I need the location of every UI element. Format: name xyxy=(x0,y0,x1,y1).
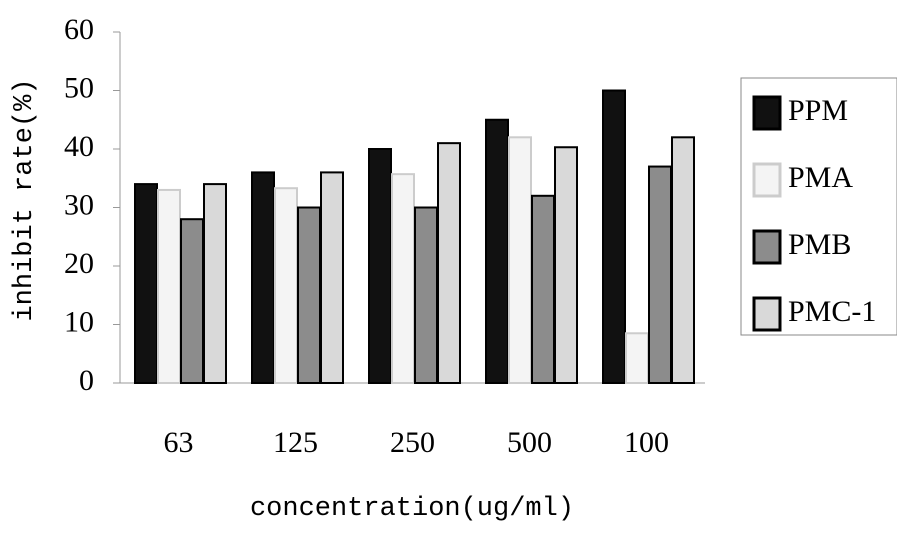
bar xyxy=(251,171,275,384)
y-tick-label: 30 xyxy=(64,188,94,221)
y-tick-label: 20 xyxy=(64,247,94,280)
bar xyxy=(554,146,578,384)
y-axis-title: inhibit rate(%) xyxy=(10,78,40,321)
legend-swatch xyxy=(752,162,782,198)
bar xyxy=(414,206,438,384)
x-tick-label: 100 xyxy=(624,426,669,459)
y-tick-label: 60 xyxy=(64,13,94,46)
legend-swatch xyxy=(752,95,782,131)
legend-swatch xyxy=(752,296,782,332)
bar xyxy=(625,332,649,384)
bar xyxy=(602,89,626,384)
bar xyxy=(134,183,158,384)
bar xyxy=(671,136,695,384)
legend-label: PMC-1 xyxy=(788,295,876,328)
bar xyxy=(368,148,392,384)
bar xyxy=(203,183,227,384)
x-tick-label: 500 xyxy=(507,426,552,459)
bar xyxy=(531,194,555,384)
bar xyxy=(180,218,204,384)
bar xyxy=(437,142,461,384)
bar xyxy=(157,188,181,384)
y-tick-label: 40 xyxy=(64,130,94,163)
bar xyxy=(391,173,415,384)
x-tick-label: 125 xyxy=(273,426,318,459)
y-tick-label: 0 xyxy=(79,364,94,397)
x-tick-label: 63 xyxy=(164,426,194,459)
legend-swatch xyxy=(752,229,782,265)
bar xyxy=(320,171,344,384)
legend-label: PMA xyxy=(788,161,853,194)
y-tick-label: 10 xyxy=(64,305,94,338)
bar xyxy=(508,136,532,384)
bar xyxy=(274,187,298,384)
legend-label: PMB xyxy=(788,228,851,261)
x-axis-title: concentration(ug/ml) xyxy=(250,494,574,524)
y-tick-label: 50 xyxy=(64,71,94,104)
x-tick-label: 250 xyxy=(390,426,435,459)
legend-label: PPM xyxy=(788,94,848,127)
bar xyxy=(485,118,509,384)
bar xyxy=(297,206,321,384)
bar xyxy=(648,165,672,384)
